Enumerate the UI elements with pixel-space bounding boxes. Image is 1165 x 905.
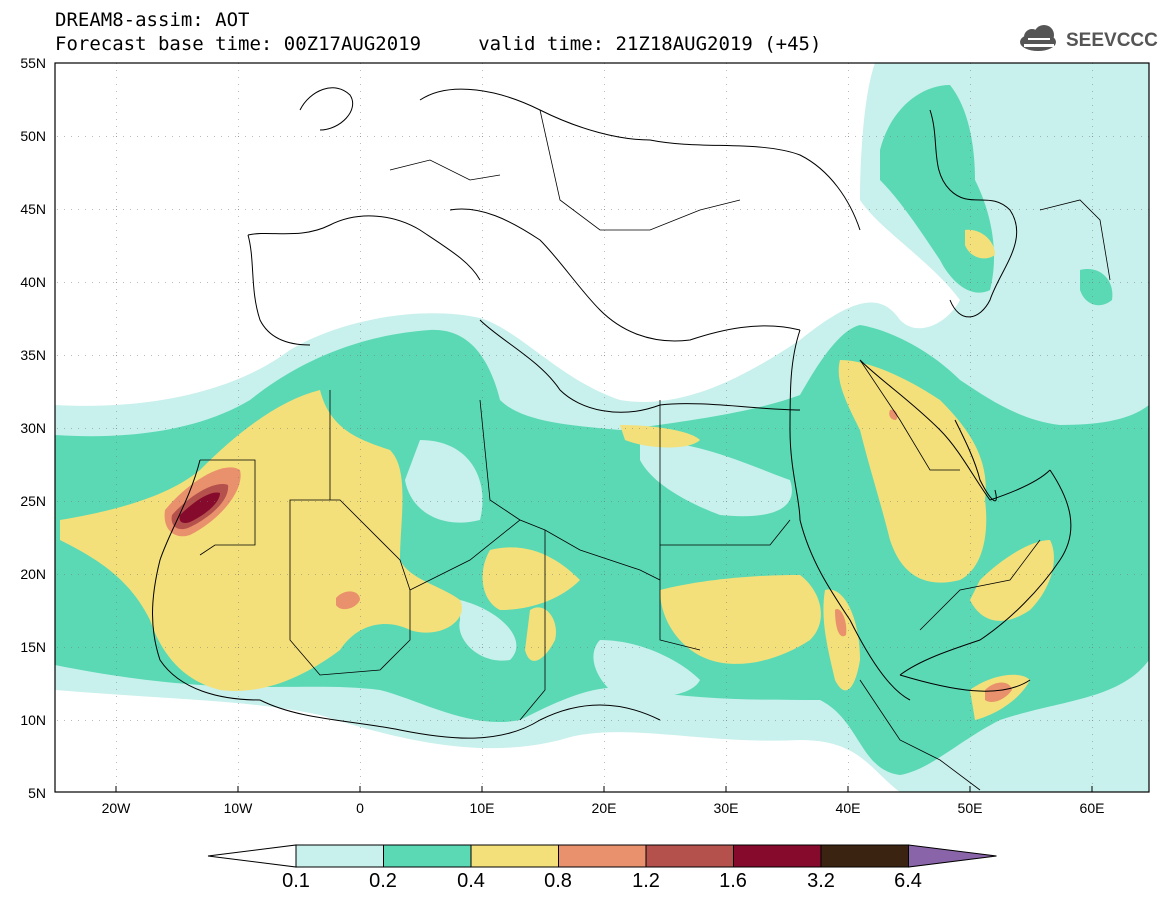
colorbar (207, 844, 997, 868)
lat-label: 35N (20, 347, 46, 363)
lat-label: 45N (20, 201, 46, 217)
lon-label: 60E (1079, 800, 1105, 816)
colorbar-swatch (820, 844, 909, 868)
plot-frame (54, 62, 1150, 793)
colorbar-under-arrow (207, 844, 297, 868)
cloud-icon (1020, 25, 1056, 51)
lon-label: 30E (713, 800, 739, 816)
colorbar-over-arrow (908, 844, 997, 868)
colorbar-label: 3.2 (807, 870, 835, 892)
ticks (115, 786, 1093, 792)
lat-label: 5N (28, 785, 46, 801)
lon-label: 20W (101, 800, 131, 816)
lon-label: 10W (223, 800, 253, 816)
lon-label: 40E (835, 800, 861, 816)
forecast-time-line: Forecast base time: 00Z17AUG2019 valid t… (55, 33, 822, 55)
lat-label: 15N (20, 639, 46, 655)
borders (199, 109, 1111, 791)
colorbar-swatch (558, 844, 647, 868)
coastlines (152, 87, 1072, 739)
colorbar-swatch (295, 844, 384, 868)
lat-label: 10N (20, 712, 46, 728)
lat-label: 30N (20, 420, 46, 436)
colorbar-swatch (645, 844, 734, 868)
lat-label: 20N (20, 566, 46, 582)
logo-text: SEEVCCC (1066, 30, 1158, 51)
seevccc-logo (1020, 25, 1056, 51)
aot-field (55, 63, 1149, 792)
lon-label: 20E (591, 800, 617, 816)
colorbar-swatch (733, 844, 822, 868)
lon-label: 50E (957, 800, 983, 816)
colorbar-label: 0.2 (369, 870, 397, 892)
colorbar-label: 1.2 (632, 870, 660, 892)
colorbar-swatch (470, 844, 559, 868)
colorbar-swatch (383, 844, 472, 868)
lon-label: 0 (356, 800, 364, 816)
lat-label: 50N (20, 128, 46, 144)
lat-label: 25N (20, 493, 46, 509)
map-title: DREAM8-assim: AOT (55, 9, 250, 31)
colorbar-label: 0.4 (457, 870, 485, 892)
colorbar-label: 1.6 (719, 870, 747, 892)
colorbar-label: 0.8 (544, 870, 572, 892)
colorbar-label: 6.4 (894, 870, 922, 892)
lon-label: 10E (469, 800, 495, 816)
colorbar-label: 0.1 (282, 870, 310, 892)
lat-label: 40N (20, 274, 46, 290)
lat-label: 55N (20, 55, 46, 71)
